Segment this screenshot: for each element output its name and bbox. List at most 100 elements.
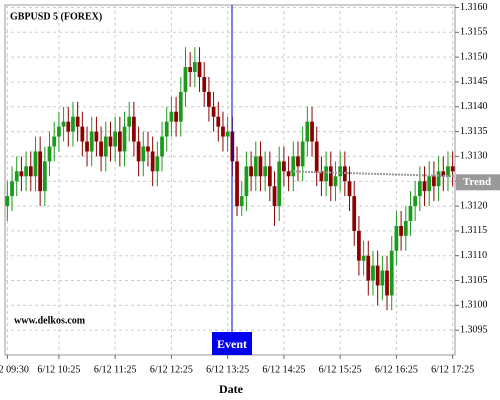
candle-body	[14, 171, 19, 182]
x-tick-label: 6/12 11:25	[94, 364, 137, 375]
marks	[5, 47, 455, 311]
candle-body	[57, 126, 61, 137]
candle-body	[5, 196, 10, 207]
candle-body	[441, 171, 446, 177]
candle-body	[146, 146, 150, 152]
candle-body	[267, 166, 272, 187]
x-tick-label: 6/12 09:30	[0, 364, 29, 375]
event-label: Event	[217, 337, 247, 351]
candle-body	[94, 131, 99, 142]
candle-body	[235, 161, 239, 207]
trend-tag	[456, 174, 500, 191]
candle-body	[263, 166, 268, 177]
candle-body	[24, 166, 28, 177]
candle-body	[211, 106, 216, 117]
candle-body	[403, 220, 408, 236]
candle-body	[103, 136, 108, 157]
candle-body	[80, 126, 85, 142]
candle-body	[347, 181, 352, 197]
candle-body	[89, 131, 94, 152]
event-box	[212, 332, 252, 355]
candle-body	[361, 255, 366, 261]
candle-body	[328, 166, 333, 187]
candle-body	[408, 206, 413, 221]
candle-body	[221, 126, 225, 137]
candle-body	[85, 141, 89, 152]
candle-body	[122, 126, 127, 152]
candle-body	[300, 141, 305, 167]
candle-body	[216, 116, 221, 127]
candle-body	[389, 250, 394, 296]
candle-body	[197, 62, 202, 77]
candle-body	[446, 166, 450, 177]
candle-body	[385, 270, 389, 296]
x-tick-label: 6/12 17:25	[431, 364, 474, 375]
candle-body	[399, 225, 403, 236]
candle-body	[202, 76, 207, 92]
x-tick-label: 6/12 15:25	[319, 364, 362, 375]
candle-body	[66, 121, 71, 132]
y-tick-label: 1.3115	[460, 225, 487, 236]
candle-body	[127, 116, 132, 127]
candle-body	[52, 136, 57, 147]
y-tick-label: 1.3145	[460, 76, 488, 87]
candle-body	[422, 181, 427, 192]
candle-body	[352, 196, 357, 231]
y-tick-label: 1.3130	[460, 151, 488, 162]
candle-body	[61, 121, 66, 127]
chart-title: GBPUSD 5 (FOREX)	[10, 11, 102, 22]
candle-body	[282, 161, 286, 172]
candle-body	[258, 156, 263, 177]
candle-body	[272, 186, 277, 207]
candle-body	[380, 270, 385, 286]
candle-body	[117, 131, 122, 152]
candle-body	[47, 146, 52, 162]
candle-body	[338, 166, 343, 177]
trend-label: Trend	[463, 176, 491, 188]
x-tick-label: 6/12 12:25	[150, 364, 193, 375]
candle-body	[225, 131, 230, 137]
candle-body	[10, 181, 14, 197]
candle-body	[132, 116, 136, 142]
candle-body	[249, 166, 253, 177]
candle-body	[192, 62, 197, 73]
candle-body	[207, 91, 211, 107]
x-tick-label: 6/12 16:25	[375, 364, 418, 375]
x-tick-label: 6/12 10:25	[37, 364, 80, 375]
y-tick-label: 1.3105	[460, 275, 488, 286]
candle-body	[375, 265, 380, 286]
candle-body	[244, 166, 249, 197]
candle-body	[296, 156, 300, 167]
candle-body	[427, 176, 432, 192]
candle-body	[178, 91, 183, 122]
candle-body	[155, 156, 160, 172]
candle-body	[291, 156, 296, 177]
candle-body	[253, 156, 258, 177]
y-tick-label: 1.3135	[460, 126, 488, 137]
candle-body	[99, 141, 103, 157]
y-tick-label: 1.3150	[460, 51, 488, 62]
candle-body	[310, 121, 314, 142]
candle-body	[108, 136, 113, 147]
candle-body	[164, 121, 169, 137]
trend-line	[289, 170, 456, 178]
candle-body	[42, 161, 47, 192]
candle-body	[432, 176, 436, 187]
y-tick-label: 1.3140	[460, 101, 488, 112]
y-tick-label: 1.3155	[460, 27, 488, 38]
y-tick-label: 1.3100	[460, 300, 488, 311]
y-tick-label: 1.3095	[460, 324, 488, 335]
candle-body	[450, 166, 455, 172]
candle-body	[417, 181, 422, 197]
candle-body	[28, 166, 33, 177]
y-tick-label: 1.3160	[460, 2, 488, 13]
candle-body	[141, 146, 146, 162]
x-axis-label: Date	[219, 382, 244, 396]
x-tick-label: 6/12 14:25	[262, 364, 305, 375]
candle-body	[183, 67, 188, 92]
candle-body	[319, 171, 324, 182]
candle-body	[113, 131, 118, 147]
candle-body	[160, 136, 164, 157]
y-tick-label: 1.3120	[460, 200, 488, 211]
